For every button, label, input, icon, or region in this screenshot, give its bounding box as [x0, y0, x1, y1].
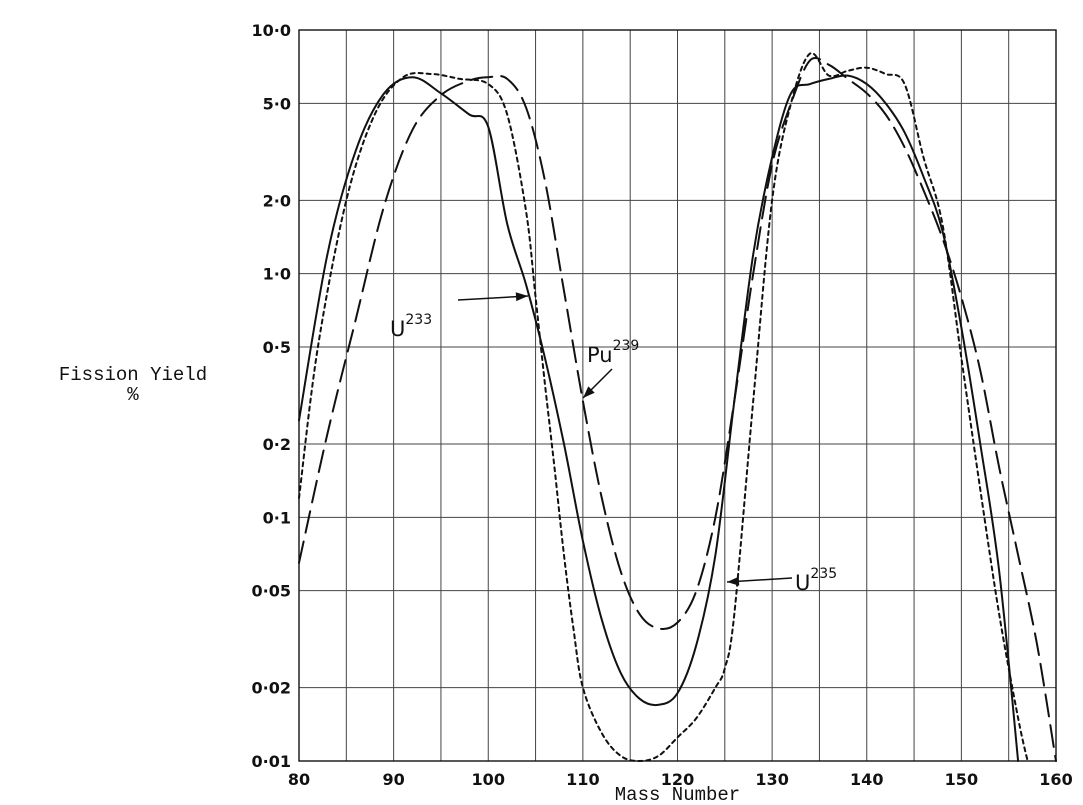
y-axis-unit: %	[127, 384, 139, 406]
series-line-u235	[298, 52, 1029, 762]
series-annotations: U233 U235 Pu239	[390, 292, 837, 595]
x-tick-label: 110	[566, 770, 599, 789]
y-tick-label: 0·01	[252, 752, 291, 771]
x-axis-label: Mass Number	[615, 784, 740, 805]
x-tick-label: 120	[661, 770, 694, 789]
y-tick-label: 0·1	[263, 508, 291, 527]
y-tick-label: 2·0	[263, 191, 291, 210]
annotation-pu239: Pu239	[582, 338, 639, 399]
arrowhead-icon	[515, 292, 528, 302]
grid	[298, 29, 1057, 762]
annotation-u235: U235	[726, 566, 837, 595]
arrowhead-icon	[583, 386, 595, 398]
x-tick-label: 90	[382, 770, 404, 789]
y-tick-label: 0·5	[263, 338, 291, 357]
annotation-u233: U233	[390, 292, 529, 341]
x-tick-label: 100	[472, 770, 505, 789]
y-axis-label: Fission Yield	[59, 364, 207, 386]
y-tick-label: 10·0	[252, 21, 291, 40]
series-line-pu239	[298, 56, 1057, 762]
x-tick-label: 160	[1039, 770, 1072, 789]
arrowhead-icon	[727, 576, 740, 586]
y-tick-label: 0·2	[263, 435, 291, 454]
y-tick-label: 0·05	[252, 582, 291, 601]
y-axis-ticks: 0·01 0·02 0·05 0·1 0·2 0·5 1·0 2·0 5·0 10·0	[252, 21, 291, 771]
x-tick-label: 80	[288, 770, 310, 789]
x-axis-ticks: 80 90 100 110 120 130 140 150 160	[288, 770, 1073, 789]
x-tick-label: 150	[945, 770, 978, 789]
x-tick-label: 130	[755, 770, 788, 789]
annotation-label: Pu239	[587, 338, 639, 367]
annotation-label: U235	[795, 566, 837, 595]
y-tick-label: 1·0	[263, 265, 291, 284]
annotation-label: U233	[390, 312, 432, 341]
plot-frame	[298, 29, 1057, 762]
series-line-u233	[298, 74, 1020, 762]
x-tick-label: 140	[850, 770, 883, 789]
y-tick-label: 5·0	[263, 94, 291, 113]
series	[298, 52, 1057, 762]
y-tick-label: 0·02	[252, 679, 291, 698]
